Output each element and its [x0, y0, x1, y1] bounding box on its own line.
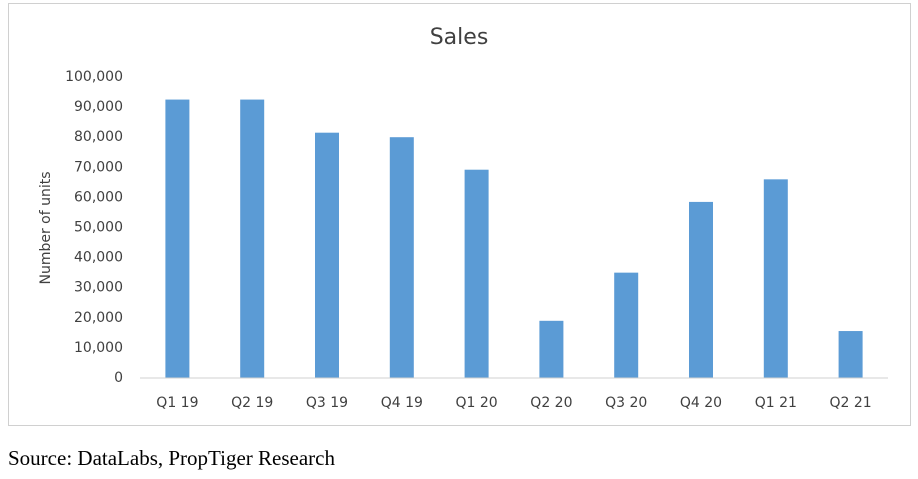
y-tick-label: 80,000	[74, 129, 123, 145]
y-tick-label: 50,000	[74, 220, 123, 236]
x-tick-label: Q4 20	[680, 395, 722, 411]
y-tick-label: 70,000	[74, 159, 123, 175]
bar	[389, 137, 414, 378]
bar	[165, 99, 190, 378]
bar	[539, 320, 564, 378]
chart-title: Sales	[430, 25, 489, 50]
source: Source: DataLabs, PropTiger Research	[8, 446, 335, 470]
y-tick-label: 20,000	[74, 310, 123, 326]
y-tick-label: 30,000	[74, 280, 123, 296]
x-tick-label: Q2 20	[530, 395, 572, 411]
x-tick-label: Q2 21	[829, 395, 871, 411]
x-tick-label: Q3 20	[605, 395, 647, 411]
bar	[838, 331, 863, 378]
y-tick-label: 90,000	[74, 99, 123, 115]
y-tick-label: 60,000	[74, 189, 123, 205]
y-tick-label: 10,000	[74, 340, 123, 356]
y-tick-label: 40,000	[74, 250, 123, 266]
y-tick-label: 0	[114, 370, 123, 386]
x-tick-label: Q1 20	[455, 395, 497, 411]
bar	[240, 99, 265, 378]
bar	[464, 169, 489, 378]
x-tick-label: Q1 19	[156, 395, 198, 411]
x-tick-label: Q4 19	[381, 395, 423, 411]
bar	[763, 179, 788, 378]
chart-frame	[8, 3, 911, 426]
x-tick-label: Q2 19	[231, 395, 273, 411]
bar	[315, 132, 339, 378]
x-tick-label: Q1 21	[755, 395, 797, 411]
y-axis-label: Number of units	[38, 171, 54, 284]
bar	[614, 272, 639, 378]
y-tick-label: 100,000	[65, 69, 123, 85]
x-tick-label: Q3 19	[306, 395, 348, 411]
bar	[689, 201, 713, 378]
